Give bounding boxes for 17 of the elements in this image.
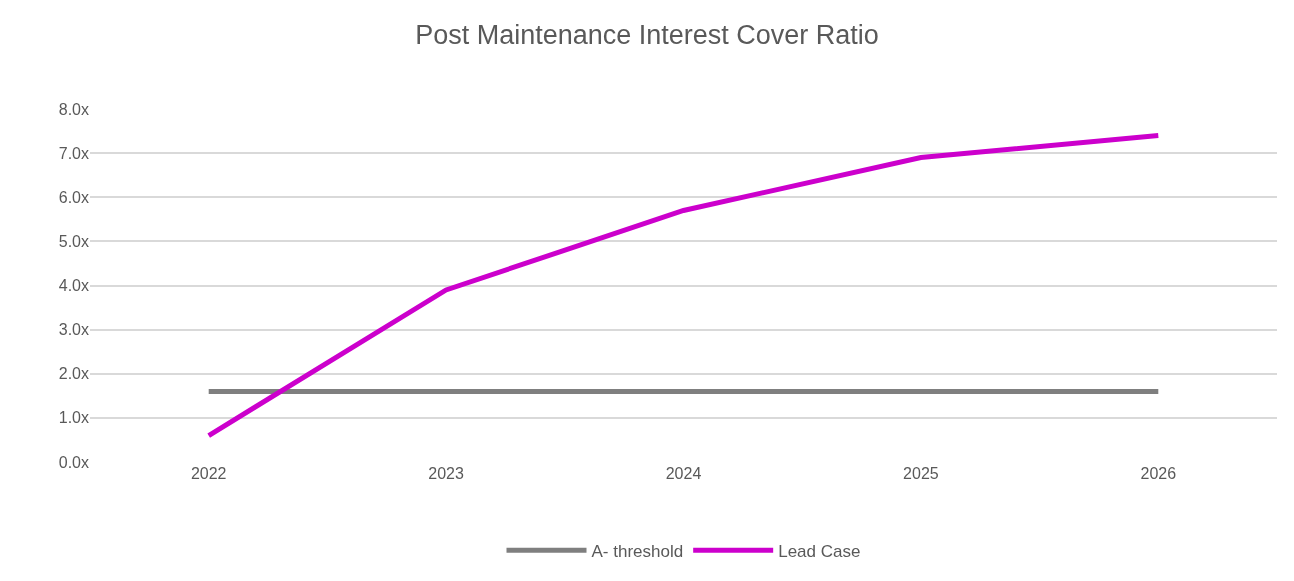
x-tick-label: 2022 <box>190 465 227 482</box>
y-tick-label: 5.0x <box>58 232 89 250</box>
y-tick-label: 1.0x <box>58 409 89 427</box>
y-tick-label: 3.0x <box>58 321 89 339</box>
x-tick-label: 2023 <box>428 465 464 482</box>
y-tick-label: 8.0x <box>58 100 89 118</box>
chart-title: Post Maintenance Interest Cover Ratio <box>415 20 879 51</box>
x-tick-label: 2024 <box>665 465 702 482</box>
legend-label: Lead Case <box>778 541 861 561</box>
y-tick-label: 4.0x <box>58 277 89 295</box>
x-tick-label: 2026 <box>1140 465 1177 482</box>
x-tick-label: 2025 <box>903 465 939 482</box>
y-tick-label: 0.0x <box>58 453 89 471</box>
legend-label: A- threshold <box>591 541 684 561</box>
y-tick-label: 6.0x <box>58 188 89 206</box>
y-tick-label: 7.0x <box>58 144 89 162</box>
y-tick-label: 2.0x <box>58 365 89 383</box>
